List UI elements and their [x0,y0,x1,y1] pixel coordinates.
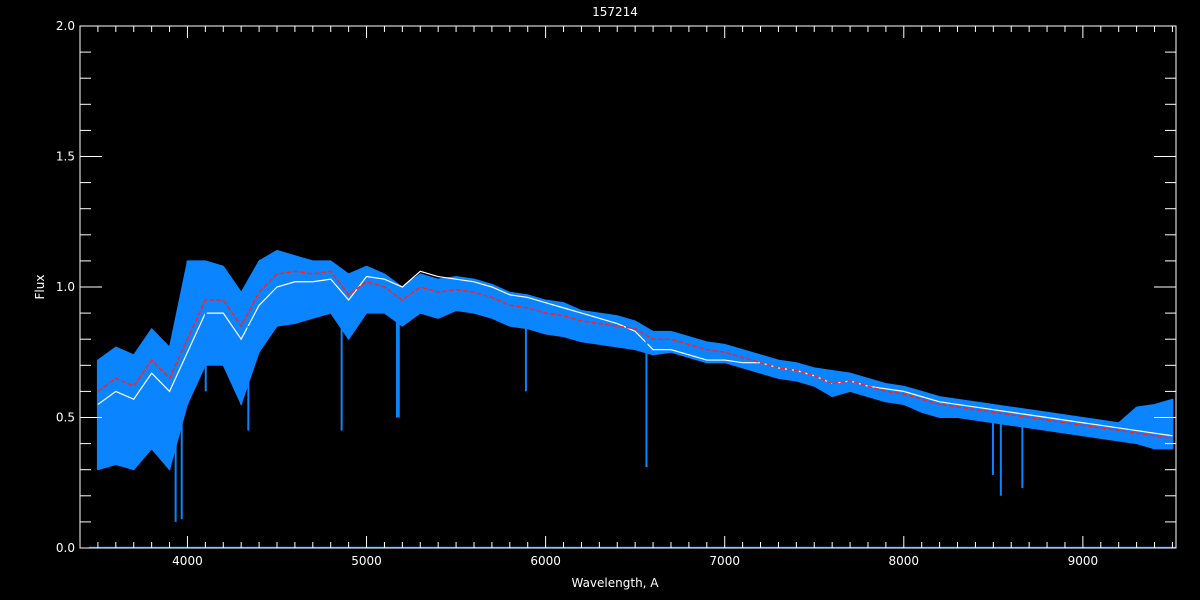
x-tick-label: 7000 [709,554,740,568]
y-axis-label: Flux [33,275,47,300]
y-tick-label: 0.0 [56,541,75,555]
white-spectrum-line [97,270,1173,437]
y-tick-label: 1.0 [56,280,75,294]
x-tick-label: 4000 [172,554,203,568]
y-tick-label: 0.5 [56,411,75,425]
x-tick-label: 9000 [1068,554,1099,568]
x-tick-label: 8000 [889,554,920,568]
x-axis-label: Wavelength, A [571,576,659,590]
chart-title: 157214 [592,5,638,19]
y-tick-label: 1.5 [56,150,75,164]
x-tick-label: 6000 [530,554,561,568]
y-tick-label: 2.0 [56,19,75,33]
red-model-line [97,270,1173,440]
x-tick-label: 5000 [351,554,382,568]
